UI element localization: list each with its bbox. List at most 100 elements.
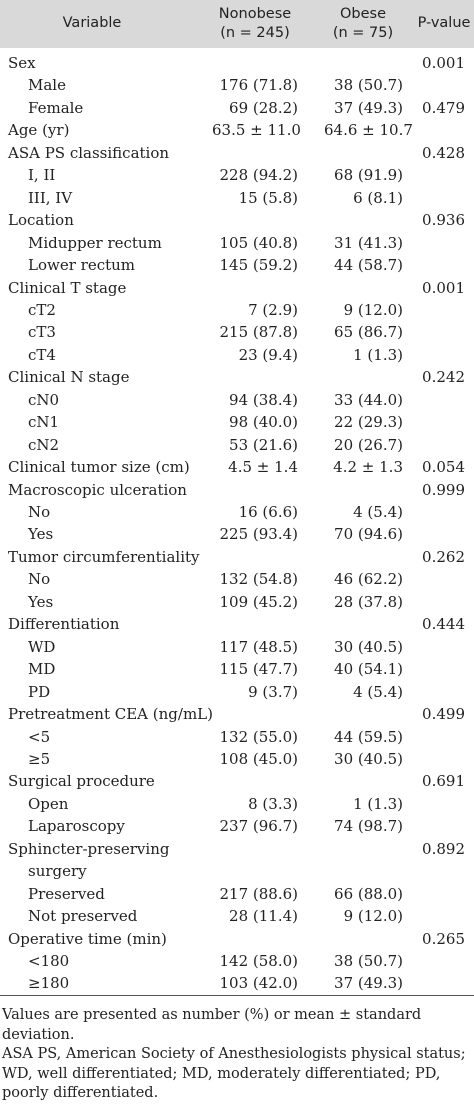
nonobese-value: 8 (3.3) [248, 794, 298, 813]
row-label: No [28, 503, 51, 521]
nonobese-value: 53 (21.6) [229, 435, 298, 454]
obese-value: 1 (1.3) [353, 794, 403, 813]
obese-value: 68 (91.9) [334, 166, 403, 185]
row-label: <5 [28, 727, 51, 746]
p-value: 0.444 [422, 615, 465, 634]
row-label: Female [28, 98, 84, 117]
row-label: Age (yr) [8, 121, 70, 140]
obese-value: 31 (41.3) [334, 233, 403, 252]
p-value: 0.892 [422, 839, 465, 858]
p-value: 0.001 [422, 278, 465, 297]
row-label: Preserved [28, 884, 105, 903]
nonobese-value: 115 (47.7) [219, 660, 298, 679]
row-label: Pretreatment CEA (ng/mL) [8, 705, 213, 724]
nonobese-value: 23 (9.4) [238, 345, 298, 364]
p-value: 0.054 [422, 458, 465, 477]
header-obese-title: Obese [339, 6, 386, 22]
row-label: cN1 [28, 413, 60, 432]
p-value: 0.428 [422, 143, 465, 162]
footnote-values: Values are presented as number (%) or me… [2, 1007, 422, 1043]
row-label: I, II [28, 166, 56, 185]
nonobese-value: 117 (48.5) [219, 637, 298, 656]
obese-value: 22 (29.3) [334, 413, 403, 432]
nonobese-value: 28 (11.4) [229, 907, 298, 926]
nonobese-value: 237 (96.7) [219, 817, 298, 836]
row-label: Clinical T stage [8, 278, 127, 297]
row-label: cT3 [28, 323, 56, 342]
obese-value: 38 (50.7) [334, 76, 403, 95]
row-label: Midupper rectum [28, 233, 162, 252]
obese-value: 4 (5.4) [353, 503, 403, 521]
obese-value: 33 (44.0) [334, 390, 403, 409]
nonobese-value: 63.5 ± 11.0 [212, 121, 301, 140]
obese-value: 4.2 ± 1.3 [333, 458, 403, 477]
nonobese-value: 225 (93.4) [219, 525, 298, 544]
row-label: Male [28, 76, 66, 95]
nonobese-value: 7 (2.9) [248, 300, 298, 319]
p-value: 0.479 [422, 98, 465, 117]
header-nonobese-count: (n = 245) [220, 25, 290, 41]
obese-value: 66 (88.0) [334, 884, 403, 903]
row-label: WD [28, 637, 56, 656]
nonobese-value: 103 (42.0) [219, 974, 298, 993]
nonobese-value: 109 (45.2) [219, 592, 298, 611]
row-label: Surgical procedure [8, 772, 155, 791]
header-pvalue: P-value [417, 15, 471, 31]
row-label: Yes [28, 525, 54, 544]
row-label: MD [28, 660, 56, 679]
nonobese-value: 142 (58.0) [219, 952, 298, 970]
obese-value: 65 (86.7) [334, 323, 403, 342]
header-variable: Variable [62, 15, 122, 31]
nonobese-value: 105 (40.8) [219, 233, 298, 252]
row-label: Open [28, 794, 69, 813]
obese-value: 30 (40.5) [334, 637, 403, 656]
row-label: surgery [28, 862, 87, 881]
obese-value: 30 (40.5) [334, 749, 403, 768]
row-label: Location [8, 211, 74, 230]
nonobese-value: 9 (3.7) [248, 682, 298, 701]
p-value: 0.001 [422, 54, 465, 72]
row-label: Sphincter-preserving [8, 839, 170, 858]
obese-value: 38 (50.7) [334, 952, 403, 970]
header-obese-count: (n = 75) [332, 25, 394, 41]
obese-value: 40 (54.1) [334, 660, 403, 679]
obese-value: 9 (12.0) [343, 300, 403, 319]
obese-value: 46 (62.2) [334, 570, 403, 589]
obese-value: 6 (8.1) [353, 188, 403, 207]
obese-value: 64.6 ± 10.7 [324, 121, 413, 140]
row-label: cT2 [28, 300, 56, 319]
obese-value: 44 (58.7) [334, 256, 403, 275]
obese-value: 44 (59.5) [334, 727, 403, 746]
p-value: 0.999 [422, 480, 465, 499]
row-label: cT4 [28, 345, 56, 364]
footnote-abbreviations: ASA PS, American Society of Anesthesiolo… [2, 1046, 466, 1101]
table-footnote: Values are presented as number (%) or me… [2, 1006, 472, 1104]
nonobese-value: 228 (94.2) [219, 166, 298, 185]
row-label: Sex [8, 54, 36, 72]
row-label: Differentiation [8, 615, 120, 634]
row-label: Macroscopic ulceration [8, 480, 187, 499]
nonobese-value: 132 (54.8) [219, 570, 298, 589]
nonobese-value: 4.5 ± 1.4 [228, 458, 298, 477]
row-label: cN0 [28, 390, 60, 409]
nonobese-value: 15 (5.8) [238, 188, 298, 207]
nonobese-value: 215 (87.8) [219, 323, 298, 342]
row-label: Tumor circumferentiality [8, 547, 200, 566]
obese-value: 28 (37.8) [334, 592, 403, 611]
table-header: Variable Nonobese (n = 245) Obese (n = 7… [0, 0, 474, 48]
row-label: PD [28, 682, 51, 701]
nonobese-value: 176 (71.8) [219, 76, 298, 95]
nonobese-value: 108 (45.0) [219, 749, 298, 768]
row-label: cN2 [28, 435, 60, 454]
obese-value: 37 (49.3) [334, 98, 403, 117]
row-label: ≥5 [28, 749, 51, 768]
p-value: 0.499 [422, 705, 465, 724]
header-obese: Obese (n = 75) [318, 5, 408, 43]
row-label: Yes [28, 592, 54, 611]
obese-value: 74 (98.7) [334, 817, 403, 836]
nonobese-value: 16 (6.6) [238, 503, 298, 521]
nonobese-value: 94 (38.4) [229, 390, 298, 409]
row-label: Operative time (min) [8, 929, 167, 948]
p-value: 0.265 [422, 929, 465, 948]
